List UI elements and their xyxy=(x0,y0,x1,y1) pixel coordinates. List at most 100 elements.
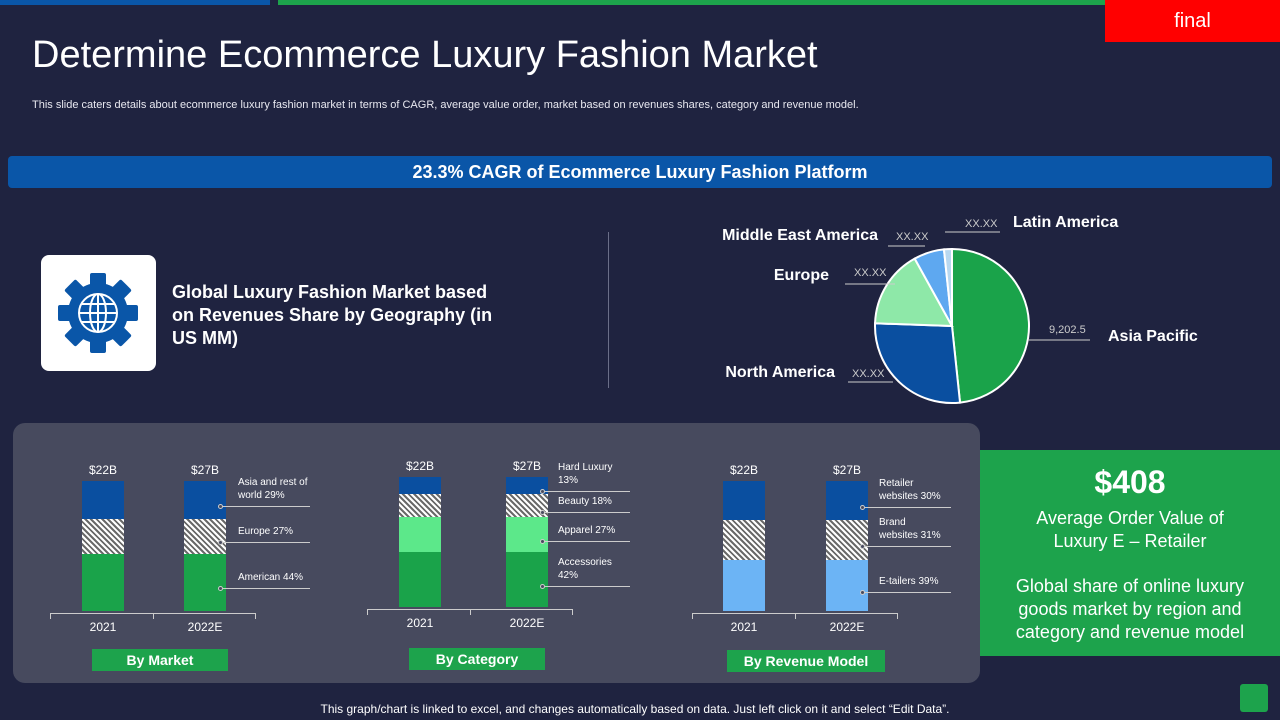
nav-button[interactable] xyxy=(1240,684,1268,712)
bar-segment xyxy=(826,481,868,520)
pie-slice xyxy=(951,247,1030,404)
bar-segment xyxy=(184,553,226,611)
pie-value-label: XX.XX xyxy=(965,218,998,230)
series-label: Hard Luxury 13% xyxy=(558,462,613,487)
series-label: E-tailers 39% xyxy=(879,575,939,587)
bar-segment xyxy=(723,560,765,611)
x-tick-label: 2021 xyxy=(406,616,434,630)
bar-segment xyxy=(399,493,441,518)
total-label: $27B xyxy=(832,463,862,477)
bar-segment xyxy=(723,481,765,520)
bar-segment xyxy=(399,517,441,553)
tag: final xyxy=(1105,0,1280,42)
pie-value-label: 9,202.5 xyxy=(1049,324,1086,336)
axis-tick xyxy=(794,613,796,619)
x-tick-label: 2021 xyxy=(89,620,117,634)
chart-title: Global Luxury Fashion Market based on Re… xyxy=(172,282,493,348)
axis-tick xyxy=(469,609,471,615)
arrow-dot xyxy=(540,489,545,495)
pie-value-label: XX.XX xyxy=(896,231,929,243)
aov-note: Global share of online luxury goods mark… xyxy=(1015,576,1245,642)
divider xyxy=(608,232,609,388)
arrow-dot xyxy=(860,589,865,595)
axis-tick xyxy=(255,613,256,619)
footer: This graph/chart is linked to excel, and… xyxy=(320,702,950,716)
series-label: Accessories 42% xyxy=(558,556,612,581)
bar-segment xyxy=(82,518,124,554)
axis-tick xyxy=(572,609,573,615)
chart-title: By Market xyxy=(92,649,228,671)
aov-value: $408 xyxy=(1094,464,1166,500)
bar-segment xyxy=(184,518,226,554)
series-label: Brand websites 31% xyxy=(879,517,941,542)
arrow-line xyxy=(862,506,951,508)
arrow-line xyxy=(542,585,630,587)
arrow-line xyxy=(542,540,630,542)
pie-value-label: XX.XX xyxy=(854,267,887,279)
arrow-line xyxy=(542,491,630,493)
banner: 23.3% CAGR of Ecommerce Luxury Fashion P… xyxy=(8,156,1272,188)
bar-segment xyxy=(399,552,441,607)
axis-tick xyxy=(897,613,898,619)
chart-title: By Category xyxy=(409,648,545,670)
total-label: $22B xyxy=(729,463,759,477)
axis-tick xyxy=(50,613,51,619)
axis-tick xyxy=(367,609,368,615)
axis-tick xyxy=(692,613,693,619)
arrow-line xyxy=(220,542,310,544)
pie-value-label: XX.XX xyxy=(852,368,885,380)
arrow-dot xyxy=(540,538,545,544)
aov-box xyxy=(980,450,1280,656)
gear-icon xyxy=(58,273,138,353)
bar-segment xyxy=(506,552,548,607)
series-label: Beauty 18% xyxy=(558,495,612,507)
pie-label: Europe xyxy=(774,267,829,284)
icon-box xyxy=(41,255,156,371)
arrow-dot xyxy=(860,504,865,510)
arrow-line xyxy=(220,505,310,507)
arrow-dot xyxy=(540,509,545,515)
pie-slice xyxy=(942,247,953,327)
bar-segment xyxy=(826,520,868,561)
bar-segment xyxy=(826,560,868,611)
pie-label: Asia Pacific xyxy=(1108,328,1198,345)
chart-title: By Revenue Model xyxy=(727,650,885,672)
arrow-line xyxy=(862,546,951,548)
total-label: $27B xyxy=(512,459,542,473)
arrow-line xyxy=(862,591,951,593)
bar-panel xyxy=(13,423,980,683)
series-label: Retailer websites 30% xyxy=(879,477,941,502)
accent-line xyxy=(278,0,1105,5)
pie-label: North America xyxy=(725,364,835,381)
bar-segment xyxy=(506,493,548,518)
bar-segment xyxy=(506,477,548,494)
x-tick-label: 2021 xyxy=(730,620,758,634)
series-label: Asia and rest of world 29% xyxy=(238,476,308,501)
pie-slice xyxy=(874,257,954,328)
arrow-line xyxy=(542,511,630,513)
series-label: Apparel 27% xyxy=(558,524,616,536)
aov-label: Average Order Value of Luxury E – Retail… xyxy=(1036,508,1224,551)
x-tick-label: 2022E xyxy=(509,616,545,630)
title: Determine Ecommerce Luxury Fashion Marke… xyxy=(32,34,818,76)
x-tick-label: 2022E xyxy=(187,620,223,634)
arrow-dot xyxy=(218,503,223,509)
arrow-dot xyxy=(540,583,545,589)
total-label: $27B xyxy=(190,463,220,477)
bar-segment xyxy=(506,517,548,553)
x-tick-label: 2022E xyxy=(829,620,865,634)
pie-label: Latin America xyxy=(1013,214,1118,231)
total-label: $22B xyxy=(88,463,118,477)
bar-segment xyxy=(82,481,124,519)
pie-slice xyxy=(874,322,962,404)
bar-segment xyxy=(82,553,124,611)
series-label: Europe 27% xyxy=(238,526,294,538)
bar-segment xyxy=(184,481,226,519)
subtitle: This slide caters details about ecommerc… xyxy=(32,99,859,111)
arrow-dot xyxy=(218,586,223,592)
series-label: American 44% xyxy=(238,572,304,584)
accent-line xyxy=(0,0,270,5)
arrow-dot xyxy=(218,540,223,546)
